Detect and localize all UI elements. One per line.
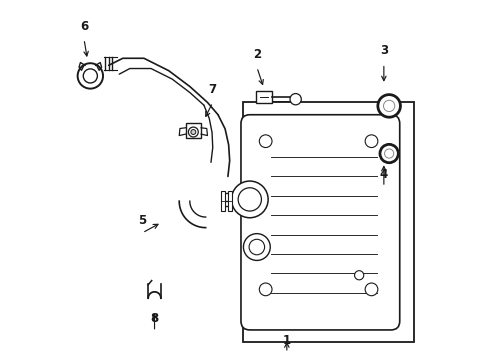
Bar	[221, 191, 225, 211]
Bar	[185, 123, 201, 138]
Circle shape	[259, 135, 271, 148]
Circle shape	[377, 95, 400, 117]
Circle shape	[289, 94, 301, 105]
Circle shape	[383, 100, 394, 112]
Text: 7: 7	[208, 83, 216, 96]
Circle shape	[365, 135, 377, 148]
Bar	[256, 91, 271, 103]
Bar	[227, 191, 231, 211]
Circle shape	[231, 181, 267, 218]
Circle shape	[83, 69, 97, 83]
Text: 8: 8	[150, 312, 158, 325]
Circle shape	[238, 188, 261, 211]
Circle shape	[259, 283, 271, 296]
Circle shape	[365, 283, 377, 296]
FancyBboxPatch shape	[241, 115, 399, 330]
Circle shape	[78, 63, 103, 89]
Text: 6: 6	[80, 19, 88, 32]
Circle shape	[354, 271, 363, 280]
Bar	[242, 102, 413, 342]
Text: 1: 1	[282, 333, 290, 347]
Circle shape	[188, 127, 198, 137]
Text: 5: 5	[138, 213, 146, 226]
Text: 4: 4	[379, 168, 387, 181]
Circle shape	[384, 149, 393, 158]
Circle shape	[190, 130, 195, 135]
Text: 2: 2	[252, 48, 261, 61]
Circle shape	[248, 239, 264, 255]
Text: 3: 3	[379, 44, 387, 57]
Circle shape	[243, 234, 270, 260]
Circle shape	[379, 144, 398, 163]
